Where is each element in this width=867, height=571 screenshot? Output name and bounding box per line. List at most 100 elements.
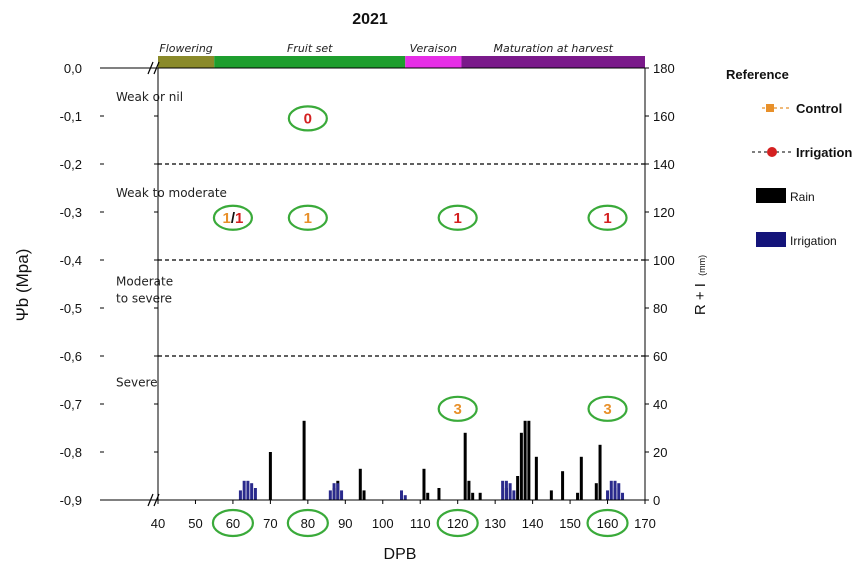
- annotation-label: 1: [603, 210, 611, 227]
- irrigation-bar: [336, 483, 340, 500]
- y-right-tick-label: 120: [653, 205, 675, 220]
- x-tick-label: 60: [226, 516, 240, 531]
- y-right-tick-label: 0: [653, 493, 660, 508]
- irrigation-bar: [621, 492, 625, 500]
- rain-bar: [519, 432, 523, 500]
- rain-bar: [561, 471, 565, 500]
- irrigation-bar: [609, 480, 613, 500]
- x-tick-label: 50: [188, 516, 202, 531]
- y-axis-right-label: R + I (mm): [692, 255, 709, 315]
- legend-marker: [767, 147, 777, 157]
- x-tick-label: 150: [559, 516, 581, 531]
- axis-break-bottom: [100, 493, 160, 507]
- irrigation-bar: [501, 480, 505, 500]
- annotation-ellipse: [287, 105, 328, 132]
- y-right-tick-label: 160: [653, 109, 675, 124]
- annotation-label: 1/1: [222, 210, 243, 227]
- annotation-ellipse: [587, 204, 628, 231]
- legend-swatch: [756, 188, 786, 203]
- y-right-tick-label: 140: [653, 157, 675, 172]
- left-axis-ticks: 0,0 -0,1 -0,2 -0,3 -0,4 -0,5 -0,6 -0,7 -0,8 -0,9: [60, 61, 158, 508]
- y-left-tick-label: -0,9: [60, 493, 82, 508]
- rain-bar: [426, 492, 430, 500]
- y-right-tick-label: 20: [653, 445, 667, 460]
- x-tick-label: 80: [301, 516, 315, 531]
- x-axis-label: DPB: [384, 546, 417, 563]
- y-right-tick-label: 60: [653, 349, 667, 364]
- y-left-tick-label: 0,0: [64, 61, 82, 76]
- rain-bar: [463, 432, 467, 500]
- phase-segment: [214, 56, 406, 68]
- legend-label: Irrigation: [796, 145, 852, 160]
- axis-break-top: [100, 61, 160, 75]
- legend-swatch: [756, 232, 786, 247]
- x-tick-highlight: [286, 508, 329, 538]
- irrigation-bar: [246, 480, 250, 500]
- annotations: 0 1/1 1 1 1 3 3: [212, 105, 628, 422]
- rain-bar: [549, 490, 553, 500]
- rain-bar: [516, 476, 520, 500]
- chart-title: 2021: [352, 11, 388, 28]
- x-tick-label: 110: [410, 516, 431, 531]
- irrigation-bar: [400, 490, 403, 500]
- irrigation-bar: [242, 480, 246, 500]
- irrigation-bar: [613, 480, 617, 500]
- x-tick-label: 40: [151, 516, 165, 531]
- x-tick-label: 170: [634, 516, 656, 531]
- y-right-tick-label: 40: [653, 397, 667, 412]
- y-right-tick-label: 180: [653, 61, 675, 76]
- zone-label: Weak or nil: [116, 90, 183, 104]
- irrigation-bar: [238, 490, 242, 500]
- irrigation-bar: [512, 490, 516, 500]
- legend-label: Control: [796, 101, 842, 116]
- irrigation-bar: [606, 490, 610, 500]
- x-tick-highlight: [436, 508, 479, 538]
- zone-label: to severe: [116, 292, 172, 306]
- stress-zones: Weak or nil Weak to moderate Moderate to se…: [116, 90, 645, 389]
- rain-bar: [598, 444, 602, 500]
- irrigation-bar: [340, 490, 344, 500]
- y-left-tick-label: -0,1: [60, 109, 82, 124]
- rain-bar: [422, 468, 426, 500]
- legend-item: Control: [762, 101, 842, 116]
- x-tick-highlight: [586, 508, 629, 538]
- bar-series: [238, 420, 625, 500]
- irrigation-bar: [504, 480, 508, 500]
- zone-label: Moderate: [116, 275, 173, 289]
- rain-bar: [471, 492, 475, 500]
- legend: Reference Control Irrigation Rain Irrigation: [726, 67, 852, 248]
- annotation-label: 3: [454, 401, 462, 418]
- rain-bar: [268, 452, 272, 500]
- rain-bar: [302, 420, 306, 500]
- x-tick-label: 160: [597, 516, 619, 531]
- x-tick-label: 140: [522, 516, 544, 531]
- zone-label: Weak to moderate: [116, 186, 227, 200]
- annotation-ellipse: [587, 395, 628, 422]
- phase-segment: [158, 56, 215, 68]
- y-left-tick-label: -0,5: [60, 301, 82, 316]
- irrigation-bar: [617, 483, 621, 500]
- legend-item: Irrigation: [752, 145, 852, 160]
- x-tick-label: 120: [447, 516, 469, 531]
- rain-bar: [437, 488, 441, 500]
- phase-label: Fruit set: [287, 42, 333, 55]
- x-tick-highlight: [211, 508, 255, 538]
- legend-item: Rain: [756, 188, 815, 204]
- phase-segment: [405, 56, 462, 68]
- rain-bar: [576, 492, 580, 500]
- x-tick-label: 70: [263, 516, 277, 531]
- phase-label: Flowering: [159, 42, 212, 55]
- rain-bar: [478, 492, 482, 500]
- annotation-label: 1: [454, 210, 462, 227]
- y-axis-left-label: Ψb (Mpa): [13, 249, 32, 322]
- zone-label: Severe: [116, 375, 158, 389]
- right-axis-ticks: 180 160 140 120 100 80 60 40 20 0: [645, 61, 675, 508]
- rain-bar: [467, 480, 471, 500]
- annotation-label: 3: [603, 401, 611, 418]
- irrigation-bar: [253, 488, 257, 500]
- rain-bar: [579, 456, 583, 500]
- x-tick-label: 130: [484, 516, 506, 531]
- annotation-ellipse: [212, 204, 254, 231]
- rain-bar: [594, 483, 598, 500]
